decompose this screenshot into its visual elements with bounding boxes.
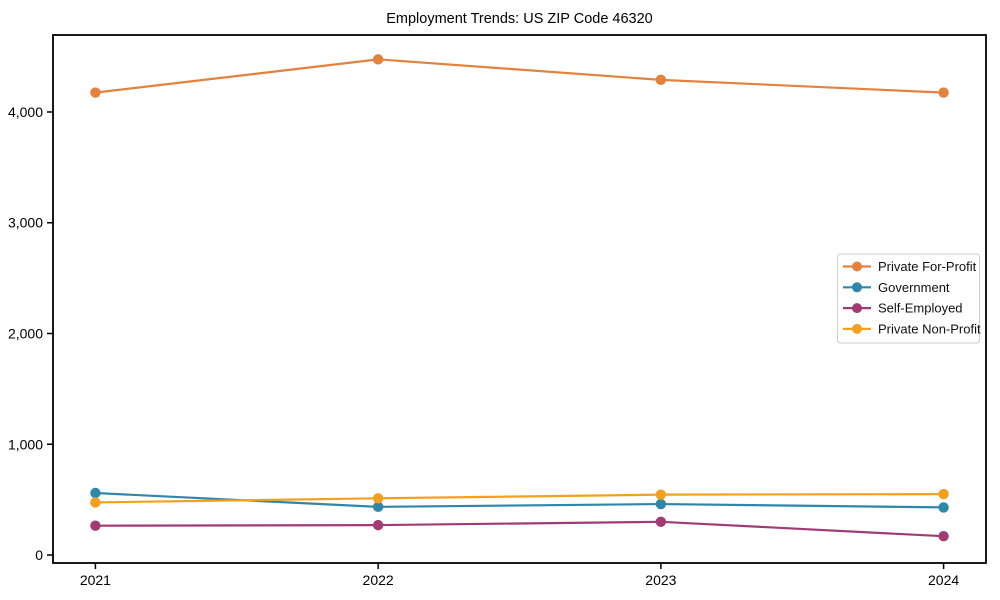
- legend-box: [837, 253, 980, 344]
- legend: Private For-Profit Government Self-Employe…: [837, 253, 981, 344]
- series-line-private-for-profit: [94, 58, 945, 94]
- series-line-self-employed: [94, 520, 945, 538]
- legend-entry-self-employed: Self-Employed: [843, 301, 963, 316]
- data-point-private-non-profit: [372, 493, 384, 504]
- data-point-private-for-profit: [655, 74, 667, 86]
- data-point-government: [938, 502, 949, 513]
- data-point-private-non-profit: [938, 488, 949, 500]
- legend-label: Self-Employed: [878, 301, 963, 316]
- legend-swatch-marker: [852, 261, 862, 272]
- data-point-self-employed: [372, 519, 384, 531]
- chart-title: Employment Trends: US ZIP Code 46320: [386, 11, 653, 27]
- plot-border: [52, 34, 987, 564]
- y-tick-label: 1,000: [8, 436, 43, 452]
- data-point-government: [372, 501, 384, 513]
- data-point-government: [90, 487, 101, 499]
- data-point-government: [655, 498, 667, 510]
- legend-entry-government: Government: [843, 280, 950, 295]
- legend-swatch-marker: [852, 303, 862, 314]
- data-point-self-employed: [90, 520, 101, 531]
- data-point-private-for-profit: [372, 54, 384, 65]
- data-point-self-employed: [655, 516, 667, 527]
- legend-swatch-marker: [852, 282, 862, 293]
- legend-entry-private-for-profit: Private For-Profit: [843, 259, 977, 274]
- x-tick-label: 2022: [363, 572, 394, 588]
- y-tick-label: 3,000: [8, 215, 43, 231]
- data-point-self-employed: [938, 530, 949, 542]
- legend-label: Private For-Profit: [878, 259, 977, 274]
- series-line-private-non-profit: [94, 493, 945, 504]
- x-tick-label: 2021: [80, 572, 111, 588]
- data-point-private-for-profit: [90, 87, 101, 98]
- y-tick-label: 4,000: [8, 104, 43, 120]
- data-point-private-non-profit: [90, 497, 101, 508]
- y-tick-label: 0: [35, 547, 43, 563]
- legend-label: Government: [878, 280, 950, 295]
- data-point-private-for-profit: [938, 87, 949, 98]
- y-tick-label: 2,000: [8, 326, 43, 342]
- x-tick-label: 2024: [928, 572, 959, 588]
- legend-entry-private-non-profit: Private Non-Profit: [843, 321, 981, 336]
- legend-label: Private Non-Profit: [878, 321, 981, 336]
- x-tick-label: 2023: [645, 572, 676, 588]
- legend-swatch-marker: [852, 323, 862, 334]
- data-point-private-non-profit: [655, 489, 667, 500]
